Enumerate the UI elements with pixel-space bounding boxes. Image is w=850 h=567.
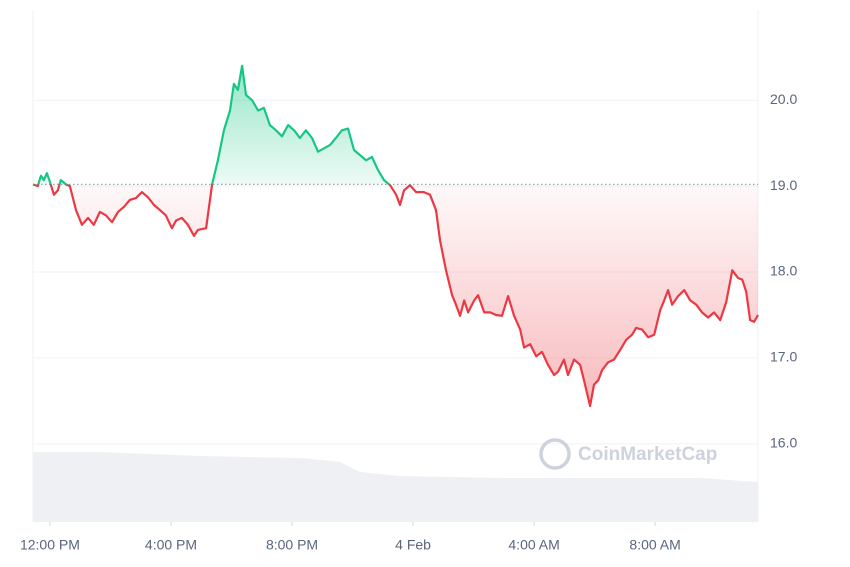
x-tick-label: 4:00 AM [508, 537, 559, 553]
watermark-text: CoinMarketCap [578, 444, 717, 465]
y-tick-label: 19.0 [770, 177, 797, 193]
x-tick-label: 4 Feb [395, 537, 431, 553]
y-tick-label: 16.0 [770, 435, 797, 451]
x-tick-label: 4:00 PM [145, 537, 197, 553]
volume-area [33, 452, 758, 522]
x-tick-label: 8:00 PM [266, 537, 318, 553]
price-line [32, 64, 759, 408]
y-tick-label: 20.0 [770, 91, 797, 107]
watermark: CoinMarketCap [539, 438, 717, 470]
y-tick-label: 17.0 [770, 349, 797, 365]
watermark-logo [539, 438, 571, 470]
x-tick-label: 8:00 AM [629, 537, 680, 553]
area [33, 65, 758, 407]
x-tick-label: 12:00 PM [20, 537, 80, 553]
y-tick-label: 18.0 [770, 263, 797, 279]
